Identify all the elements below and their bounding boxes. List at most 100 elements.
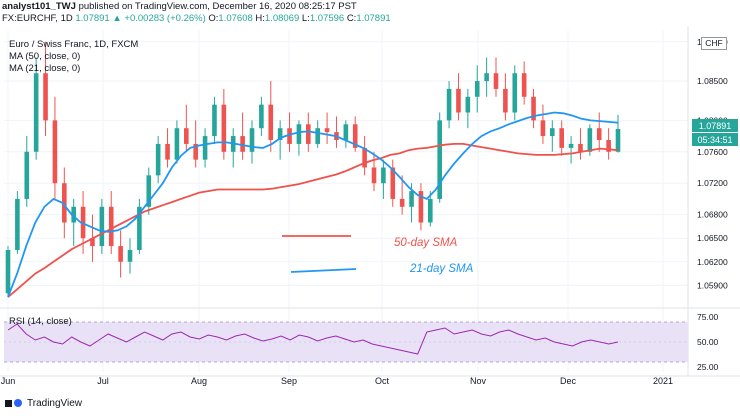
- candle-body: [568, 143, 574, 148]
- countdown-tag: 05:34:51: [697, 135, 732, 145]
- high-value: 1.08069: [264, 13, 300, 24]
- time-tick-label: 2021: [653, 376, 673, 386]
- candle-body: [71, 206, 76, 223]
- candle-body: [390, 167, 396, 199]
- price-axis: 1.090001.085001.080001.076001.072001.068…: [697, 37, 728, 291]
- price-tick-label: 1.06500: [697, 233, 728, 243]
- sma21-annotation-line: [290, 268, 357, 273]
- low-label: L:: [301, 13, 310, 24]
- ma50-line: [7, 142, 619, 298]
- candle-body: [202, 136, 208, 160]
- last-price-value: 1.07891: [75, 13, 110, 24]
- candle-body: [550, 128, 555, 137]
- symbol-label: FX:EURCHF, 1D: [2, 13, 73, 24]
- candle-body: [174, 128, 180, 160]
- ma21-legend: MA (21, close, 0): [9, 63, 81, 74]
- open-value: 1.07608: [218, 13, 253, 24]
- candle-body: [5, 250, 11, 294]
- candle-body: [15, 198, 20, 250]
- rsi-tick-label: 50.00: [697, 337, 719, 347]
- candle-body: [596, 128, 602, 140]
- candle-body: [615, 129, 621, 152]
- candle-body: [371, 167, 377, 184]
- time-tick-label: Nov: [470, 376, 487, 386]
- candle-body: [456, 88, 461, 113]
- symbol-legend: Euro / Swiss Franc, 1D, FXCM: [9, 39, 139, 50]
- candle-body: [409, 191, 414, 207]
- candle-body: [352, 124, 358, 148]
- time-tick-label: Oct: [375, 376, 390, 386]
- time-tick-label: Jun: [1, 376, 16, 386]
- time-tick-label: Aug: [191, 376, 207, 386]
- candle-body: [315, 128, 320, 144]
- candle-body: [531, 96, 536, 121]
- price-tick-label: 1.07600: [697, 147, 728, 157]
- candle-body: [343, 124, 349, 140]
- candle-body: [99, 206, 105, 247]
- candle-body: [578, 143, 583, 152]
- open-label: O:: [208, 13, 219, 24]
- candle-body: [437, 120, 442, 199]
- candle-body: [559, 128, 564, 148]
- candle-body: [503, 88, 508, 113]
- chart-grid: [0, 26, 740, 377]
- ma50-legend: MA (50, close, 0): [9, 51, 81, 62]
- publish-header: analyst101_TWJ published on TradingView.…: [2, 1, 357, 13]
- candle-body: [512, 73, 518, 113]
- candle-body: [268, 104, 274, 140]
- candle-body: [399, 198, 405, 207]
- close-label: C:: [346, 13, 357, 24]
- candle-body: [428, 198, 433, 223]
- change-value: ▲ +0.00283 (+0.26%): [112, 13, 206, 24]
- sma50-annotation-label: 50-day SMA: [394, 237, 458, 249]
- candle-body: [259, 104, 264, 129]
- candle-body: [184, 128, 189, 144]
- candle-body: [118, 246, 123, 262]
- candle-body: [33, 73, 39, 152]
- candle-body: [240, 136, 245, 152]
- rsi-tick-label: 25.00: [697, 362, 719, 372]
- last-price-marker: 1.07891 05:34:51: [692, 119, 738, 146]
- candle-body: [155, 143, 161, 176]
- candle-body: [474, 81, 480, 97]
- time-axis: Jun Jul Aug Sep Oct Nov Dec 2021: [1, 376, 673, 386]
- candle-body: [287, 128, 292, 144]
- candle-body: [249, 128, 255, 152]
- rsi-line: [7, 323, 619, 355]
- last-price-tag: 1.07891: [699, 121, 732, 131]
- candle-body: [484, 73, 489, 82]
- candle-body: [146, 175, 152, 207]
- rsi-axis: 75.00 50.00 25.00: [697, 312, 719, 372]
- candle-body: [108, 206, 114, 247]
- candle-body: [381, 167, 386, 184]
- close-value: 1.07891: [356, 13, 391, 24]
- rsi-tick-label: 75.00: [697, 312, 719, 322]
- candle-body: [540, 120, 546, 137]
- price-tick-label: 1.06800: [697, 210, 728, 220]
- ohlc-header: FX:EURCHF, 1D 1.07891 ▲ +0.00283 (+0.26%…: [2, 13, 391, 25]
- candle-body: [306, 124, 311, 144]
- ma21-line: [7, 111, 619, 298]
- candle-body: [137, 206, 142, 250]
- price-tick-label: 1.05900: [697, 280, 728, 290]
- tradingview-logo-icon: [5, 397, 23, 409]
- candle-body: [324, 128, 330, 133]
- price-tick-label: 1.08500: [697, 76, 728, 86]
- sma21-annotation-label: 21-day SMA: [409, 263, 474, 275]
- candle-body: [43, 73, 48, 121]
- candle-body: [521, 73, 527, 97]
- candle-body: [90, 238, 95, 247]
- candle-body: [127, 250, 133, 262]
- high-label: H:: [255, 13, 265, 24]
- rsi-band: [4, 321, 688, 363]
- candle-body: [212, 104, 217, 137]
- author-name: analyst101_TWJ: [2, 1, 76, 12]
- candle-body: [277, 128, 283, 140]
- candle-body: [465, 96, 471, 113]
- time-tick-label: Jul: [97, 376, 109, 386]
- candles-layer: [5, 41, 621, 298]
- time-tick-label: Sep: [281, 376, 297, 386]
- currency-label[interactable]: CHF: [701, 37, 727, 50]
- tradingview-logo[interactable]: TradingView: [5, 397, 82, 409]
